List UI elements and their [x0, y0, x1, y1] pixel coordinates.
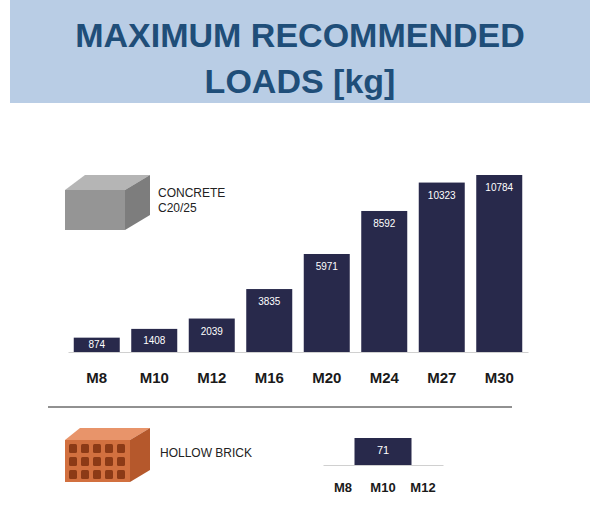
- bar: [476, 175, 522, 352]
- data-label: 2039: [201, 326, 224, 337]
- chart-title: CONCRETEC20/25: [158, 186, 225, 215]
- icon-hole: [81, 444, 89, 453]
- tick-label: M8: [86, 369, 107, 386]
- text-line: MAXIMUM RECOMMENDED: [75, 16, 525, 54]
- tick: M10: [370, 465, 395, 495]
- chart-svg: MAXIMUM RECOMMENDED LOADS [kg] CONCRETEC20…: [0, 0, 600, 516]
- x-axis-line: [69, 352, 529, 353]
- tick-label: M16: [255, 369, 284, 386]
- tick-label: M30: [485, 369, 514, 386]
- text-line: C20/25: [158, 201, 197, 215]
- icon-hole: [69, 470, 77, 479]
- tick-label: M10: [140, 369, 169, 386]
- tick-label: M27: [427, 369, 456, 386]
- icon-face: [125, 175, 150, 230]
- text-line: LOADS [kg]: [205, 62, 396, 100]
- tick: M20: [312, 352, 341, 386]
- icon-hole: [81, 457, 89, 466]
- icon-hole: [93, 444, 101, 453]
- tick: M12: [197, 352, 226, 386]
- icon-hole: [93, 470, 101, 479]
- bar: [246, 289, 292, 352]
- icon-hole: [105, 444, 113, 453]
- tick: M8: [334, 465, 352, 495]
- bar: [361, 211, 407, 352]
- data-label: 3835: [258, 296, 281, 307]
- icon-face: [130, 428, 150, 482]
- data-label: 71: [377, 444, 389, 456]
- tick: M24: [370, 352, 400, 386]
- chart-panel: HOLLOW BRICK 71 M8 M10 M12: [65, 428, 444, 495]
- text-line: CONCRETE: [158, 186, 225, 200]
- icon: [65, 428, 150, 482]
- title: MAXIMUM RECOMMENDED LOADS [kg]: [75, 16, 525, 100]
- icon-hole: [69, 444, 77, 453]
- data-label: 10784: [485, 182, 513, 193]
- bars: [355, 438, 412, 465]
- text-line: HOLLOW BRICK: [160, 446, 252, 460]
- tick: M27: [427, 352, 456, 386]
- icon-hole: [105, 470, 113, 479]
- data-label: 874: [88, 339, 105, 350]
- tick: M16: [255, 352, 284, 386]
- data-label: 10323: [428, 190, 456, 201]
- bar: [304, 254, 350, 352]
- tick: M30: [485, 352, 514, 386]
- tick-label: M12: [197, 369, 226, 386]
- tick: M12: [410, 465, 435, 495]
- bar: [355, 438, 412, 465]
- icon-hole: [117, 457, 125, 466]
- tick-label: M24: [370, 369, 400, 386]
- x-axis: M8 M10 M12 M16 M20 M24 M27 M30: [69, 352, 529, 386]
- title-banner: [10, 0, 590, 103]
- icon-hole: [81, 470, 89, 479]
- icon-face: [65, 190, 125, 230]
- tick-label: M10: [370, 480, 395, 495]
- separator: [48, 407, 512, 408]
- tick-label: M20: [312, 369, 341, 386]
- bar: [74, 338, 120, 352]
- icon-hole: [117, 470, 125, 479]
- icon-hole: [69, 457, 77, 466]
- data-labels: 874 1408 2039 3835 5971 8592 10323 10784: [88, 182, 513, 350]
- x-axis: M8 M10 M12: [324, 465, 444, 495]
- bars: [74, 175, 523, 352]
- icon-hole: [117, 444, 125, 453]
- data-label: 1408: [143, 335, 166, 346]
- chart-title: HOLLOW BRICK: [160, 446, 252, 460]
- data-label: 5971: [316, 261, 339, 272]
- x-axis-line: [324, 465, 444, 466]
- chart-panel: CONCRETEC20/25 874 1408 2039 3835 5971 8592 103…: [65, 175, 529, 386]
- data-labels: 71: [377, 444, 389, 456]
- bar: [189, 319, 235, 352]
- tick-label: M8: [334, 480, 352, 495]
- tick: M8: [86, 352, 107, 386]
- icon-face: [65, 440, 130, 482]
- bar: [131, 329, 177, 352]
- icon: [65, 175, 150, 230]
- tick-label: M12: [410, 480, 435, 495]
- data-label: 8592: [373, 218, 396, 229]
- icon-hole: [105, 457, 113, 466]
- bar: [419, 183, 465, 352]
- tick: M10: [140, 352, 169, 386]
- icon-hole: [93, 457, 101, 466]
